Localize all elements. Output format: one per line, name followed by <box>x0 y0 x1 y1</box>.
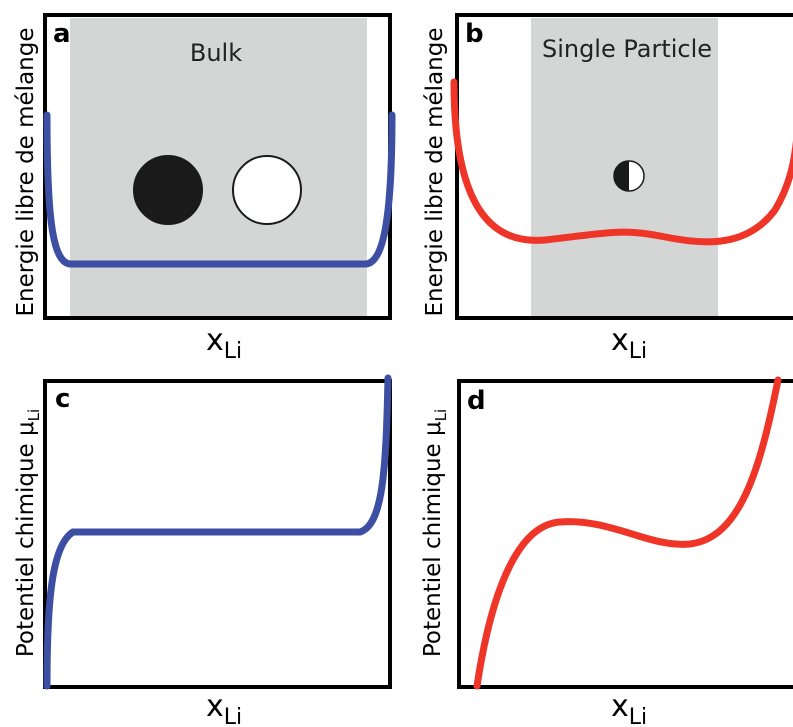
panel-b-xlabel: xLi <box>611 323 647 364</box>
panel-a-letter: a <box>53 19 71 49</box>
panel-a-free-energy-curve <box>43 111 396 268</box>
panel-c-chemical-potential-curve <box>43 374 392 690</box>
panel-c-letter: c <box>55 384 70 414</box>
filled-circle-icon <box>133 155 203 225</box>
panel-d-chemical-potential-curve <box>473 376 782 690</box>
panel-d-ylabel: Potentiel chimique μLi <box>420 409 450 657</box>
panel-c-ylabel: Potentiel chimique μLi <box>13 409 43 657</box>
panel-d-frame <box>457 379 793 689</box>
panel-d-letter: d <box>467 386 486 416</box>
panel-b-frame <box>455 13 793 320</box>
panel-d: d Potentiel chimique μLi xLi <box>420 376 793 727</box>
panel-b-region-label: Single Particle <box>542 35 712 63</box>
panel-c-frame <box>43 379 392 689</box>
panel-b-letter: b <box>465 19 484 49</box>
panel-b-ylabel: Energie libre de mélange <box>422 28 448 317</box>
panel-a: a Bulk Energie libre de mélange xLi <box>13 13 396 364</box>
panel-c-xlabel: xLi <box>206 689 242 727</box>
panel-b: b Single Particle Energie libre de mélan… <box>422 13 793 364</box>
panel-b-free-energy-curve <box>450 78 793 246</box>
panel-c: c Potentiel chimique μLi xLi <box>13 374 392 727</box>
panel-a-region-label: Bulk <box>190 39 242 67</box>
empty-circle-icon <box>232 155 302 225</box>
half-circle-icon <box>613 160 645 192</box>
panel-a-ylabel: Energie libre de mélange <box>13 28 39 317</box>
panel-d-xlabel: xLi <box>611 689 647 727</box>
panel-a-xlabel: xLi <box>206 323 242 364</box>
